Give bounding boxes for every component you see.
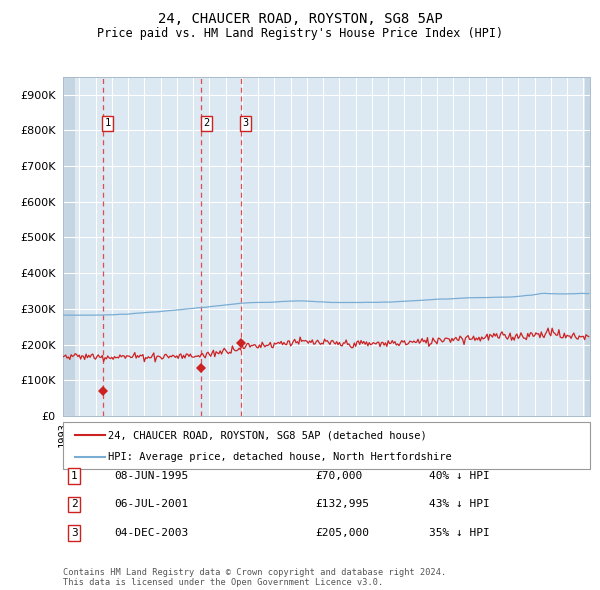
Bar bbox=[63, 77, 75, 416]
Text: HPI: Average price, detached house, North Hertfordshire: HPI: Average price, detached house, Nort… bbox=[108, 453, 452, 462]
Text: 2: 2 bbox=[203, 118, 209, 128]
Text: 24, CHAUCER ROAD, ROYSTON, SG8 5AP: 24, CHAUCER ROAD, ROYSTON, SG8 5AP bbox=[158, 12, 442, 26]
Text: 43% ↓ HPI: 43% ↓ HPI bbox=[429, 500, 490, 509]
Text: 1: 1 bbox=[71, 471, 77, 481]
Text: 1: 1 bbox=[104, 118, 111, 128]
Text: Contains HM Land Registry data © Crown copyright and database right 2024.: Contains HM Land Registry data © Crown c… bbox=[63, 568, 446, 577]
Text: 06-JUL-2001: 06-JUL-2001 bbox=[114, 500, 188, 509]
Text: 3: 3 bbox=[71, 528, 77, 537]
Text: £205,000: £205,000 bbox=[315, 528, 369, 537]
Text: 35% ↓ HPI: 35% ↓ HPI bbox=[429, 528, 490, 537]
Text: 04-DEC-2003: 04-DEC-2003 bbox=[114, 528, 188, 537]
Text: This data is licensed under the Open Government Licence v3.0.: This data is licensed under the Open Gov… bbox=[63, 578, 383, 587]
Bar bbox=[584, 77, 590, 416]
Text: £132,995: £132,995 bbox=[315, 500, 369, 509]
Text: Price paid vs. HM Land Registry's House Price Index (HPI): Price paid vs. HM Land Registry's House … bbox=[97, 27, 503, 40]
Text: 08-JUN-1995: 08-JUN-1995 bbox=[114, 471, 188, 481]
Text: 2: 2 bbox=[71, 500, 77, 509]
Text: 3: 3 bbox=[242, 118, 249, 128]
Text: 24, CHAUCER ROAD, ROYSTON, SG8 5AP (detached house): 24, CHAUCER ROAD, ROYSTON, SG8 5AP (deta… bbox=[108, 430, 427, 440]
Text: £70,000: £70,000 bbox=[315, 471, 362, 481]
Text: 40% ↓ HPI: 40% ↓ HPI bbox=[429, 471, 490, 481]
